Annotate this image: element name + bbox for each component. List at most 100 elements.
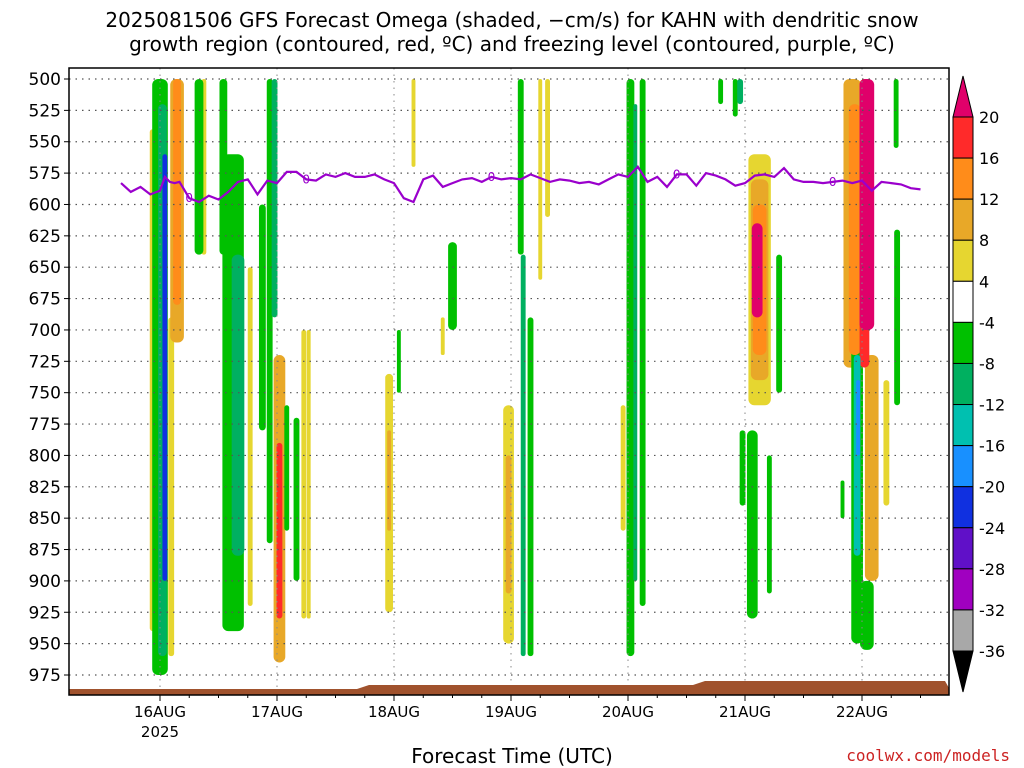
omega-region — [840, 480, 845, 519]
omega-region — [231, 254, 245, 556]
colorbar-label: -24 — [979, 519, 1005, 538]
y-tick-label: 700 — [29, 321, 61, 341]
y-tick-label: 600 — [29, 195, 61, 215]
freezing-level-label: 0 — [302, 172, 310, 186]
y-tick-label: 650 — [29, 258, 61, 278]
y-axis: 500 525 550 575 600 625 650 675 700 725 750 775 800 8… — [29, 70, 69, 686]
omega-region — [751, 223, 763, 318]
omega-region — [883, 380, 890, 506]
x-tick-label: 16AUG — [134, 703, 186, 721]
omega-region — [739, 430, 746, 506]
colorbar-label: -28 — [979, 560, 1005, 579]
omega-region — [893, 79, 899, 149]
y-tick-label: 675 — [29, 290, 61, 310]
colorbar-label: -36 — [979, 642, 1005, 661]
y-tick-label: 525 — [29, 101, 61, 121]
omega-region — [864, 355, 879, 581]
y-tick-label: 725 — [29, 352, 61, 372]
colorbar-swatch — [952, 445, 974, 488]
colorbar-swatch — [952, 198, 974, 241]
omega-region — [718, 79, 724, 105]
x-tick-label: 18AUG — [368, 703, 420, 721]
x-tick-label: 22AUG — [836, 703, 888, 721]
x-axis-label: Forecast Time (UTC) — [411, 744, 613, 768]
omega-region — [396, 329, 401, 393]
freezing-level-line — [120, 165, 921, 204]
y-tick-label: 875 — [29, 541, 61, 561]
y-tick-label: 850 — [29, 509, 61, 529]
colorbar-swatch — [952, 609, 974, 652]
colorbar-bottom-arrow — [952, 650, 974, 693]
colorbar-label: -12 — [979, 396, 1005, 415]
colorbar-swatch — [952, 280, 974, 323]
freezing-level-label: 0 — [829, 175, 837, 189]
colorbar-swatch — [952, 568, 974, 611]
omega-region — [173, 79, 181, 305]
omega-region — [894, 229, 901, 406]
y-tick-label: 575 — [29, 164, 61, 184]
colorbar-top-arrow — [952, 75, 974, 118]
colorbar-swatch — [952, 404, 974, 447]
omega-region — [633, 104, 638, 581]
omega-region — [284, 405, 290, 531]
omega-region — [746, 430, 758, 619]
x-tick-label: 20AUG — [602, 703, 654, 721]
ground-layer — [69, 681, 949, 695]
omega-region — [247, 267, 253, 606]
colorbar-swatch — [952, 321, 974, 364]
colorbar-label: 8 — [979, 231, 989, 250]
omega-region — [766, 455, 772, 594]
y-tick-label: 900 — [29, 572, 61, 592]
omega-region — [387, 430, 392, 531]
omega-region — [545, 79, 550, 218]
y-tick-label: 625 — [29, 227, 61, 247]
omega-region — [411, 79, 416, 167]
omega-region — [639, 79, 646, 606]
omega-region — [626, 79, 635, 657]
omega-region — [271, 79, 278, 318]
freezing-level-label: 0 — [488, 170, 496, 184]
colorbar: 20 16 12 8 4 -4 -8 -12 -16 -20 -24 -28 -32 -36 — [952, 75, 1005, 693]
y-tick-label: 800 — [29, 446, 61, 466]
omega-region — [448, 242, 457, 330]
colorbar-label: 20 — [979, 108, 999, 127]
y-tick-label: 825 — [29, 478, 61, 498]
omega-region — [162, 154, 168, 581]
omega-region — [505, 455, 512, 594]
x-tick-label: 17AUG — [251, 703, 303, 721]
omega-region — [776, 254, 783, 393]
y-tick-label: 500 — [29, 70, 61, 90]
plot-grid — [69, 68, 949, 695]
x-tick-sublabel: 2025 — [141, 723, 179, 741]
omega-region — [293, 417, 300, 581]
y-tick-label: 925 — [29, 603, 61, 623]
omega-region — [737, 79, 744, 105]
title-line-1: 2025081506 GFS Forecast Omega (shaded, −… — [105, 8, 919, 32]
source-credit: coolwx.com/models — [846, 746, 1010, 765]
omega-region — [860, 580, 874, 650]
x-tick-label: 19AUG — [485, 703, 537, 721]
title-line-2: growth region (contoured, red, ºC) and f… — [129, 32, 895, 56]
omega-region — [517, 79, 524, 255]
y-tick-label: 975 — [29, 666, 61, 686]
y-tick-label: 950 — [29, 635, 61, 655]
omega-region — [848, 104, 861, 356]
colorbar-label: -16 — [979, 437, 1005, 456]
y-tick-label: 750 — [29, 384, 61, 404]
x-tick-label: 21AUG — [719, 703, 771, 721]
omega-region — [194, 79, 204, 255]
colorbar-label: -4 — [979, 313, 995, 332]
freezing-level-contour: 0 0 0 0 0 — [120, 165, 921, 205]
omega-region — [859, 79, 875, 330]
omega-region — [620, 405, 626, 531]
y-tick-label: 775 — [29, 415, 61, 435]
colorbar-swatch — [952, 486, 974, 529]
colorbar-label: -32 — [979, 601, 1005, 620]
colorbar-swatch — [952, 157, 974, 200]
omega-region — [258, 204, 266, 431]
chart-title: 2025081506 GFS Forecast Omega (shaded, −… — [0, 8, 1024, 56]
colorbar-label: 16 — [979, 149, 999, 168]
colorbar-swatch — [952, 239, 974, 282]
colorbar-swatch — [952, 527, 974, 570]
omega-region — [168, 317, 175, 657]
